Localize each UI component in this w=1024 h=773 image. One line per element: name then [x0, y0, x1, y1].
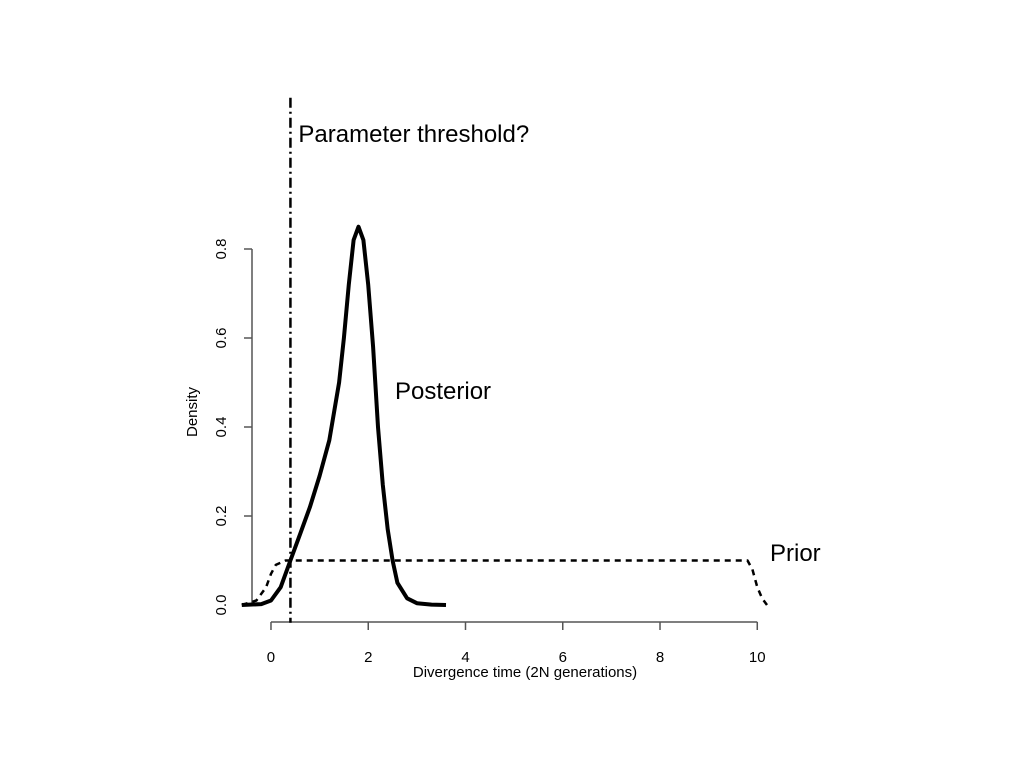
x-tick-label: 2	[364, 649, 372, 666]
threshold-label: Parameter threshold?	[298, 121, 529, 148]
x-tick-label: 6	[559, 649, 567, 666]
y-tick-label: 0.4	[213, 417, 230, 438]
y-tick-label: 0.8	[213, 239, 230, 260]
x-tick-label: 8	[656, 649, 664, 666]
y-tick-label: 0.6	[213, 328, 230, 349]
series-label: Posterior	[395, 378, 491, 405]
x-axis-label: Divergence time (2N generations)	[413, 664, 637, 681]
y-tick-label: 0.2	[213, 506, 230, 527]
series-line	[241, 224, 447, 607]
series-line	[241, 559, 769, 607]
x-tick-label: 0	[267, 649, 275, 666]
x-tick-label: 10	[749, 649, 766, 666]
y-tick-label: 0.0	[213, 595, 230, 616]
x-tick-label: 4	[461, 649, 469, 666]
y-axis-label: Density	[184, 386, 201, 437]
series-label: Prior	[770, 540, 821, 567]
